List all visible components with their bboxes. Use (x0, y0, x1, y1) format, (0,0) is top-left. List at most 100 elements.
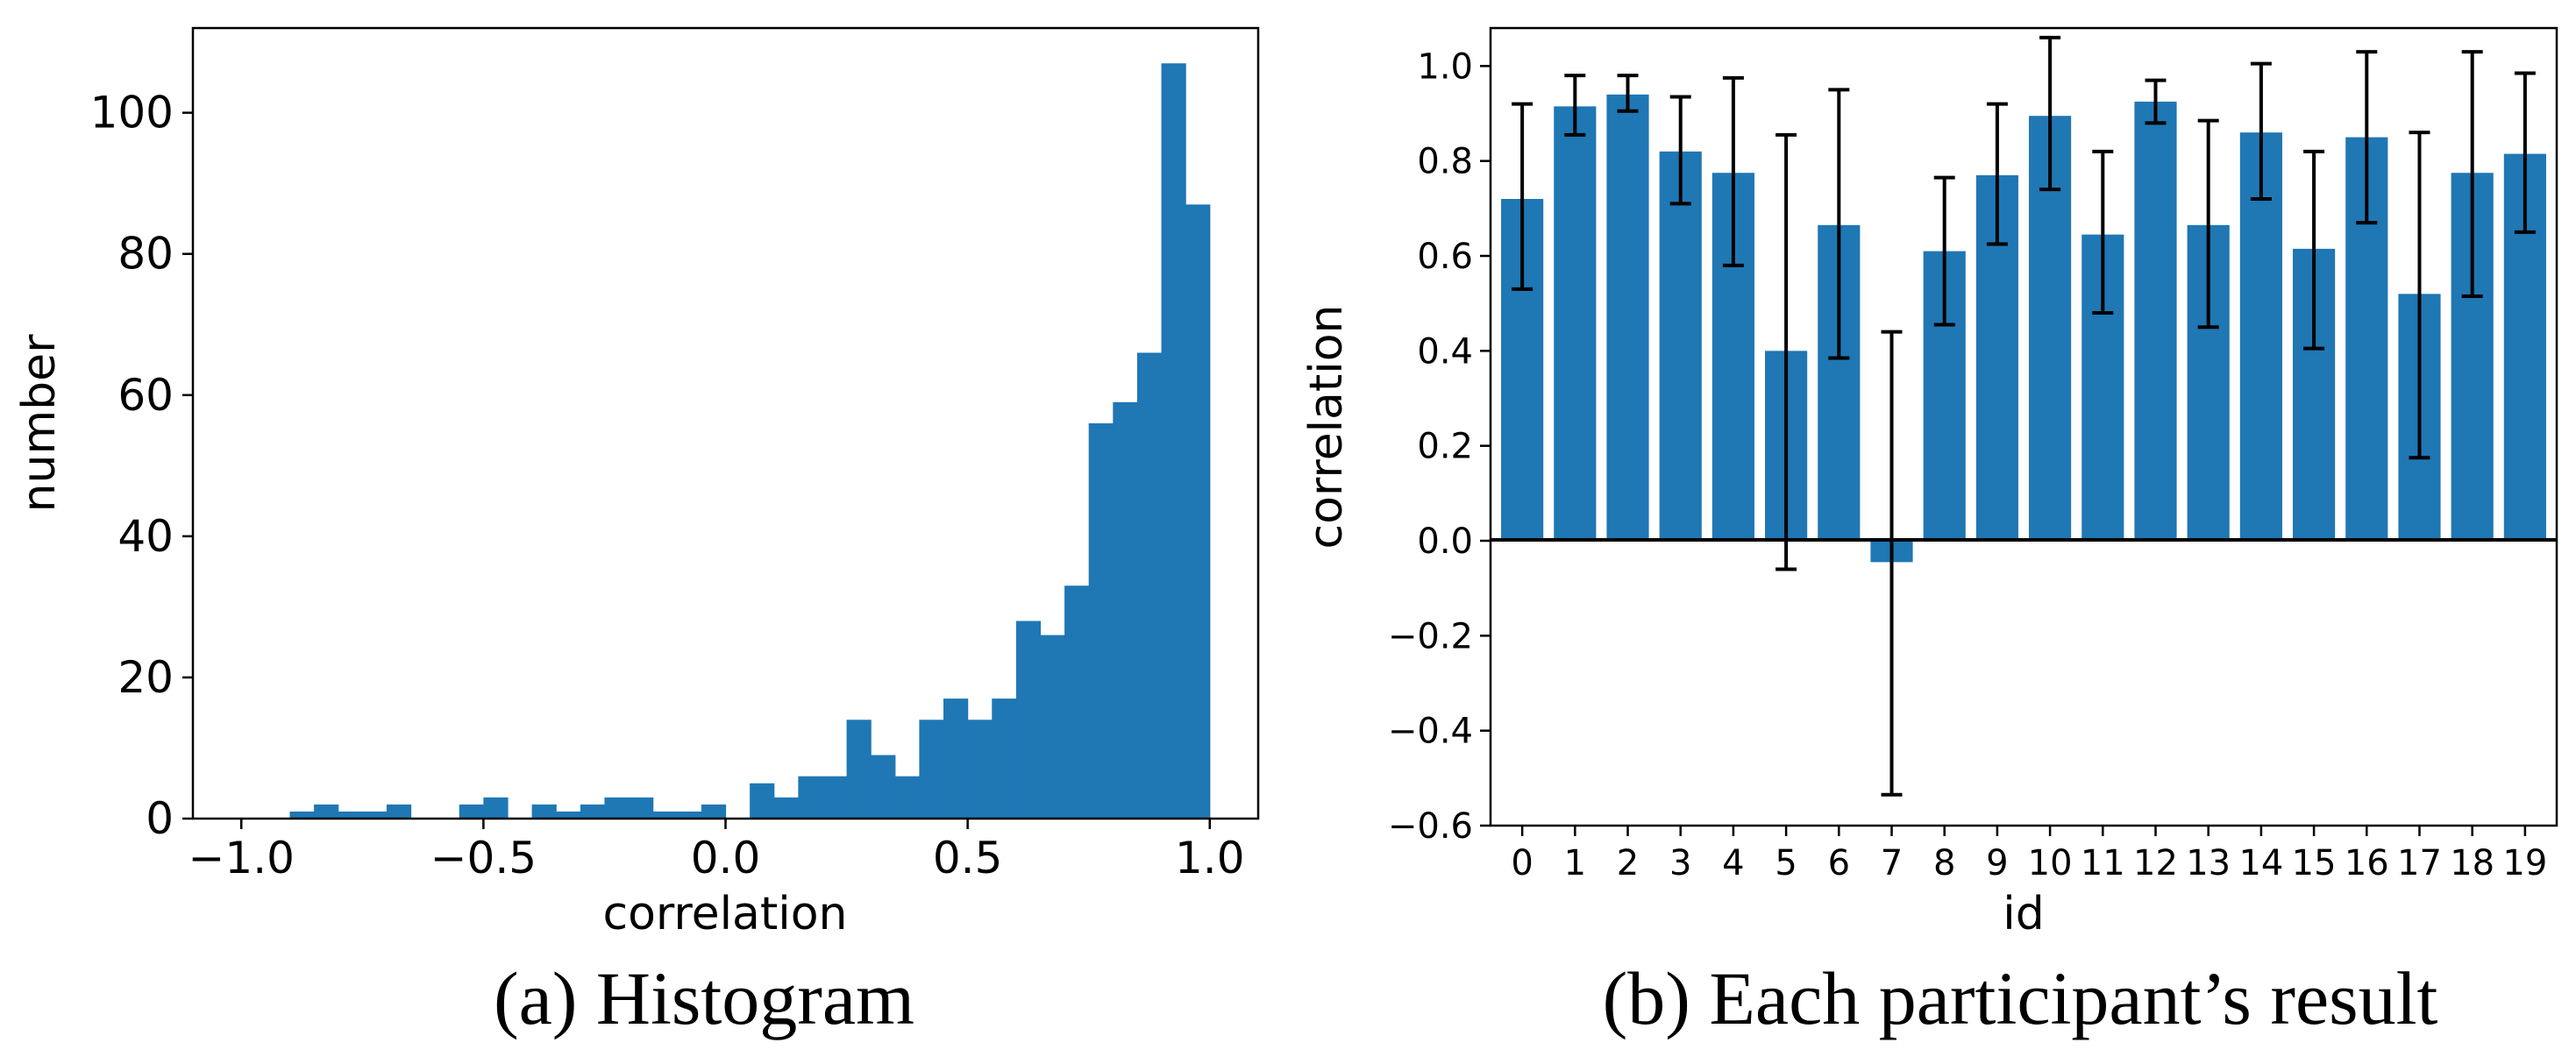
histogram-bin (992, 699, 1017, 819)
histogram-bin (750, 783, 775, 819)
histogram-bin (822, 776, 848, 819)
histogram-bin (338, 811, 363, 819)
error-bar (2356, 50, 2378, 225)
participant-bar (1606, 94, 1649, 541)
y-tick-label: 80 (117, 229, 174, 280)
histogram-bin (1015, 621, 1042, 819)
x-tick-label: 9 (1986, 843, 2008, 883)
y-tick-label: 0.2 (1417, 427, 1473, 467)
histogram-bin (386, 804, 412, 819)
y-tick-label: 0 (146, 793, 174, 844)
error-bar (1669, 95, 1691, 206)
histogram-ylabel: number (13, 334, 66, 513)
x-tick-label: 13 (2186, 843, 2231, 883)
histogram-bin (773, 797, 799, 819)
histogram-bin (1136, 352, 1163, 819)
histogram-bin (289, 811, 315, 819)
error-bar (1881, 330, 1903, 797)
x-tick-label: 7 (1881, 843, 1903, 883)
histogram-bin (894, 776, 921, 819)
participant-xlabel: id (2003, 888, 2044, 940)
y-tick-label: −0.4 (1388, 712, 1473, 752)
histogram-ticks: −1.0 −0.5 0.0 0.5 1.0 0 20 40 60 80 100 (90, 88, 1245, 883)
error-bar (1617, 74, 1639, 113)
error-bar (1933, 175, 1955, 327)
histogram-bin (701, 804, 727, 819)
histogram-axes-frame (191, 26, 1260, 820)
error-bar (1512, 102, 1534, 291)
error-bar (2250, 61, 2272, 201)
histogram-bin (1113, 401, 1138, 819)
x-tick-label: 3 (1669, 843, 1691, 883)
participant-bar (1659, 151, 1702, 542)
error-bar (2409, 131, 2430, 460)
x-tick-label: −1.0 (189, 833, 295, 883)
histogram-bin (629, 797, 654, 819)
x-tick-label: 19 (2502, 843, 2547, 883)
histogram-bin (677, 811, 702, 819)
error-bar (1722, 75, 1744, 267)
y-tick-label: 100 (90, 88, 174, 138)
histogram-bin (1064, 585, 1090, 819)
error-bar (1775, 132, 1797, 571)
error-bar (1828, 88, 1850, 360)
histogram-caption: (a) Histogram (494, 956, 914, 1040)
error-bar (2303, 149, 2325, 351)
y-tick-label: −0.2 (1388, 616, 1473, 656)
error-bar (2092, 149, 2114, 315)
participant-bar (2134, 101, 2177, 541)
y-tick-label: 0.6 (1417, 237, 1473, 277)
x-tick-label: 2 (1617, 843, 1639, 883)
histogram-bin (314, 804, 339, 819)
x-tick-label: 1 (1564, 843, 1586, 883)
y-tick-label: 20 (117, 652, 174, 703)
participant-bars (1501, 94, 2546, 563)
participant-caption: (b) Each participant’s result (1603, 956, 2438, 1040)
histogram-bin (1185, 204, 1211, 819)
participant-bar (1554, 106, 1597, 541)
x-tick-label: 17 (2397, 843, 2442, 883)
participant-error-bars (1512, 35, 2536, 797)
histogram-panel: −1.0 −0.5 0.0 0.5 1.0 0 20 40 60 80 100 correlatio… (13, 26, 1260, 1040)
x-tick-label: 8 (1933, 843, 1955, 883)
histogram-bin (943, 699, 969, 819)
x-tick-label: 11 (2081, 843, 2125, 883)
error-bar (1986, 102, 2008, 246)
x-tick-label: 10 (2028, 843, 2073, 883)
error-bar (2039, 35, 2061, 192)
histogram-bin (652, 811, 678, 819)
x-tick-label: 16 (2345, 843, 2389, 883)
histogram-bin (604, 797, 630, 819)
participant-ticks: 0 1 2 3 4 5 6 7 8 9 10 11 12 13 14 15 16 17 18 19−0.6−0.4−0… (1388, 46, 2547, 883)
y-tick-label: 1.0 (1417, 46, 1473, 87)
histogram-bin (846, 720, 872, 819)
error-bar (2197, 118, 2219, 330)
y-tick-label: 0.8 (1417, 142, 1473, 182)
histogram-bin (1161, 63, 1186, 819)
y-tick-label: −0.6 (1388, 806, 1473, 847)
x-tick-label: 0.0 (691, 833, 761, 883)
histogram-bin (1088, 423, 1114, 819)
histogram-bin (1040, 635, 1065, 819)
x-tick-label: 5 (1775, 843, 1797, 883)
histogram-bin (919, 720, 944, 819)
histogram-bin (967, 720, 993, 819)
y-tick-label: 60 (117, 370, 174, 421)
error-bar (2145, 78, 2167, 125)
histogram-bin (556, 811, 581, 819)
x-tick-label: 15 (2292, 843, 2337, 883)
participant-panel: 0 1 2 3 4 5 6 7 8 9 10 11 12 13 14 15 16 17 18 19−0.6−0.4−0… (1300, 26, 2558, 1040)
participant-ylabel: correlation (1300, 304, 1353, 549)
participant-axes-frame (1489, 26, 2558, 827)
histogram-xlabel: correlation (602, 888, 847, 940)
histogram-bin (483, 797, 509, 819)
histogram-bars (289, 63, 1211, 819)
histogram-bin (798, 776, 823, 819)
x-tick-label: 1.0 (1175, 833, 1245, 883)
histogram-bin (580, 804, 606, 819)
y-tick-label: 0.0 (1417, 521, 1473, 562)
histogram-bin (459, 804, 484, 819)
x-tick-label: 14 (2238, 843, 2283, 883)
histogram-bin (871, 755, 896, 819)
